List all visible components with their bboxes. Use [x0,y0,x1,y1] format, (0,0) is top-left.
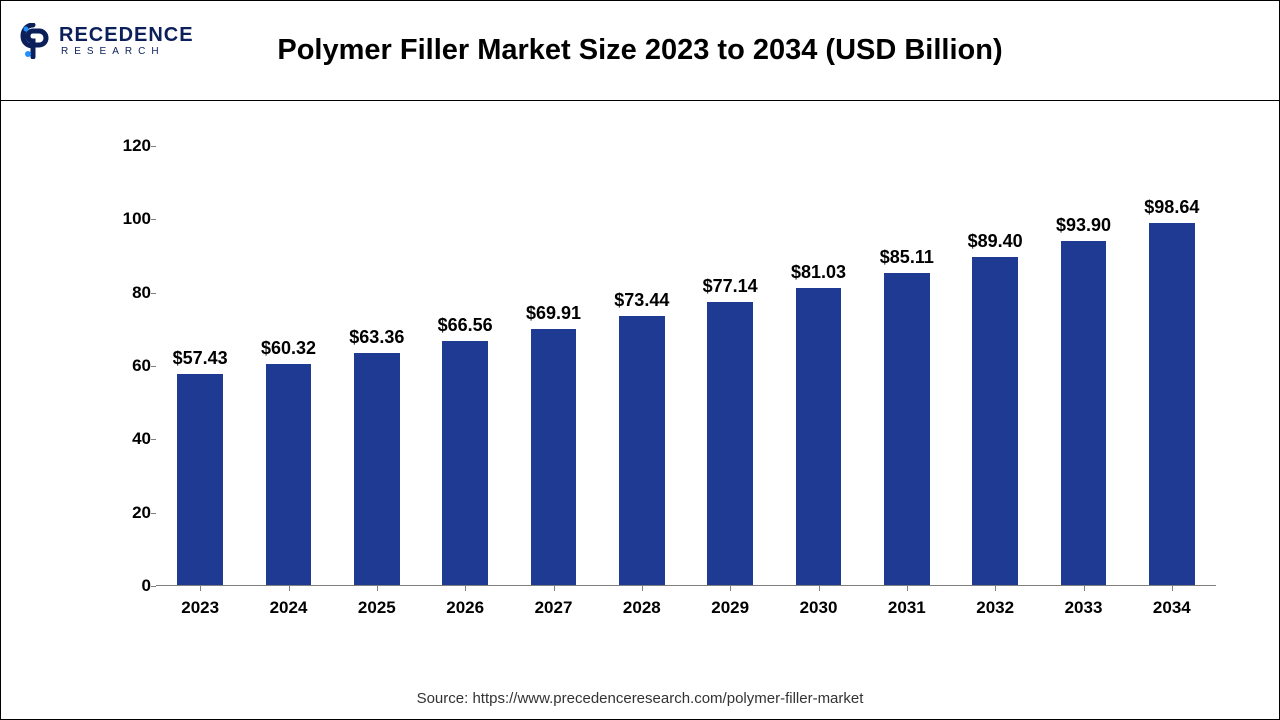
bar-value-label: $60.32 [261,338,316,359]
bar-value-label: $73.44 [614,290,669,311]
bar [266,364,312,585]
x-tick-mark [200,586,201,591]
header: RECEDENCE RESEARCH Polymer Filler Market… [1,1,1279,101]
y-tick-label: 40 [111,429,151,449]
bar-value-label: $63.36 [349,327,404,348]
logo-main: RECEDENCE [59,25,194,45]
x-tick-label: 2034 [1153,598,1191,618]
bar [884,273,930,585]
x-tick-mark [907,586,908,591]
y-tick-label: 100 [111,209,151,229]
y-tick-mark [151,586,156,587]
bar-group: $93.90 [1061,241,1107,585]
bar-group: $57.43 [177,374,223,585]
x-tick-mark [730,586,731,591]
bar-group: $63.36 [354,353,400,585]
bar-value-label: $98.64 [1144,197,1199,218]
y-tick-label: 80 [111,283,151,303]
bar-value-label: $69.91 [526,303,581,324]
bar-group: $69.91 [531,329,577,585]
bar [177,374,223,585]
bar-group: $77.14 [707,302,753,585]
bar [796,288,842,585]
logo: RECEDENCE RESEARCH [19,23,194,59]
bar-value-label: $89.40 [968,231,1023,252]
x-tick-label: 2030 [800,598,838,618]
x-tick-mark [554,586,555,591]
y-tick-mark [151,146,156,147]
x-tick-label: 2023 [181,598,219,618]
y-tick-label: 0 [111,576,151,596]
bar-group: $85.11 [884,273,930,585]
bar-group: $73.44 [619,316,665,585]
bar-value-label: $85.11 [880,247,934,268]
logo-sub: RESEARCH [61,47,194,57]
x-tick-mark [377,586,378,591]
x-tick-label: 2029 [711,598,749,618]
bar [354,353,400,585]
x-tick-label: 2032 [976,598,1014,618]
bar-group: $81.03 [796,288,842,585]
x-tick-label: 2028 [623,598,661,618]
x-tick-label: 2025 [358,598,396,618]
y-tick-label: 120 [111,136,151,156]
bar-group: $89.40 [972,257,1018,585]
y-tick-label: 20 [111,503,151,523]
x-tick-label: 2024 [270,598,308,618]
bar-group: $98.64 [1149,223,1195,585]
x-tick-mark [289,586,290,591]
bar-value-label: $93.90 [1056,215,1111,236]
y-tick-label: 60 [111,356,151,376]
x-tick-label: 2031 [888,598,926,618]
bar [619,316,665,585]
x-tick-label: 2033 [1065,598,1103,618]
bar-group: $60.32 [266,364,312,585]
bar [531,329,577,585]
x-tick-mark [819,586,820,591]
plot-area: $57.43 $60.32 $63.36 $66.56 $69.91 $73.44 $77.… [156,146,1216,586]
bar-group: $66.56 [442,341,488,585]
y-tick-mark [151,513,156,514]
bar [707,302,753,585]
y-tick-mark [151,366,156,367]
y-tick-mark [151,439,156,440]
bar [972,257,1018,585]
bar-value-label: $81.03 [791,262,846,283]
chart-container: RECEDENCE RESEARCH Polymer Filler Market… [0,0,1280,720]
bar [1061,241,1107,585]
source-text: Source: https://www.precedenceresearch.c… [1,690,1279,707]
x-tick-label: 2027 [535,598,573,618]
x-tick-mark [1172,586,1173,591]
x-tick-mark [642,586,643,591]
bar-value-label: $77.14 [703,276,758,297]
bar-value-label: $57.43 [173,348,228,369]
bar-value-label: $66.56 [438,315,493,336]
x-tick-mark [995,586,996,591]
logo-icon [19,23,55,59]
y-tick-mark [151,293,156,294]
x-tick-mark [1084,586,1085,591]
x-tick-label: 2026 [446,598,484,618]
x-tick-mark [465,586,466,591]
chart-area: $57.43 $60.32 $63.36 $66.56 $69.91 $73.44 $77.… [111,121,1231,621]
bar [1149,223,1195,585]
logo-text: RECEDENCE RESEARCH [59,25,194,57]
y-tick-mark [151,219,156,220]
bar [442,341,488,585]
